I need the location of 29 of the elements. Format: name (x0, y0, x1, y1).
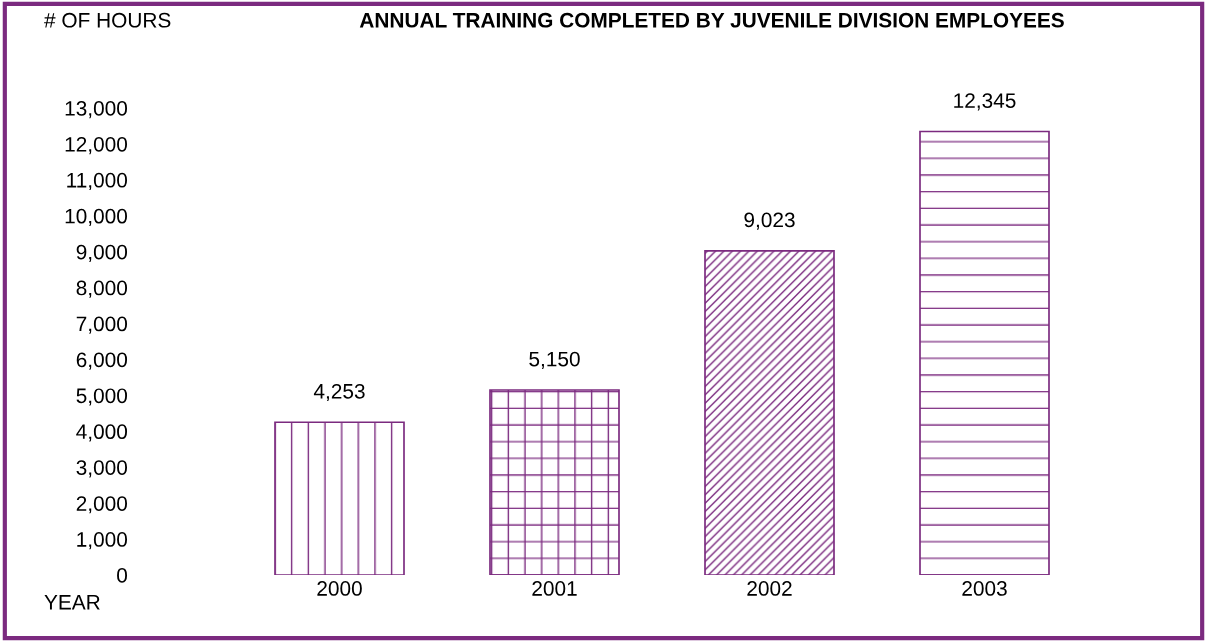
data-label: 9,023 (744, 212, 795, 230)
data-label: 12,345 (954, 93, 1016, 111)
y-tick-label: 1,000 (77, 532, 128, 550)
y-tick-label: 10,000 (65, 208, 128, 226)
x-tick-label: 2001 (532, 581, 577, 596)
y-tick-label: 9,000 (76, 244, 128, 262)
x-tick-label: 2003 (962, 581, 1007, 596)
y-tick-label: 6,000 (76, 352, 128, 370)
y-tick-label: 7,000 (76, 316, 128, 334)
x-tick-label: 2000 (317, 581, 362, 596)
y-tick-label: 8,000 (76, 280, 128, 298)
bar (489, 389, 620, 575)
y-axis-title: # OF HOURS (44, 12, 171, 28)
bar (919, 130, 1050, 575)
y-tick-label: 4,000 (76, 424, 128, 442)
y-tick-label: 3,000 (76, 460, 128, 478)
y-tick-label: 5,000 (76, 388, 128, 406)
data-label: 5,150 (529, 351, 580, 369)
x-tick-label: 2002 (747, 581, 792, 596)
data-label: 4,253 (313, 383, 365, 402)
y-tick-label: 13,000 (65, 101, 128, 119)
x-axis-title: YEAR (44, 595, 100, 610)
bar (274, 421, 405, 575)
bar (704, 250, 835, 575)
y-tick-label: 2,000 (76, 496, 128, 514)
y-tick-label: 11,000 (67, 172, 128, 191)
chart-title: ANNUAL TRAINING COMPLETED BY JUVENILE DIVISION EMPLOYEES (359, 12, 1064, 28)
y-tick-label: 12,000 (65, 136, 128, 155)
y-tick-label: 0 (117, 568, 128, 583)
